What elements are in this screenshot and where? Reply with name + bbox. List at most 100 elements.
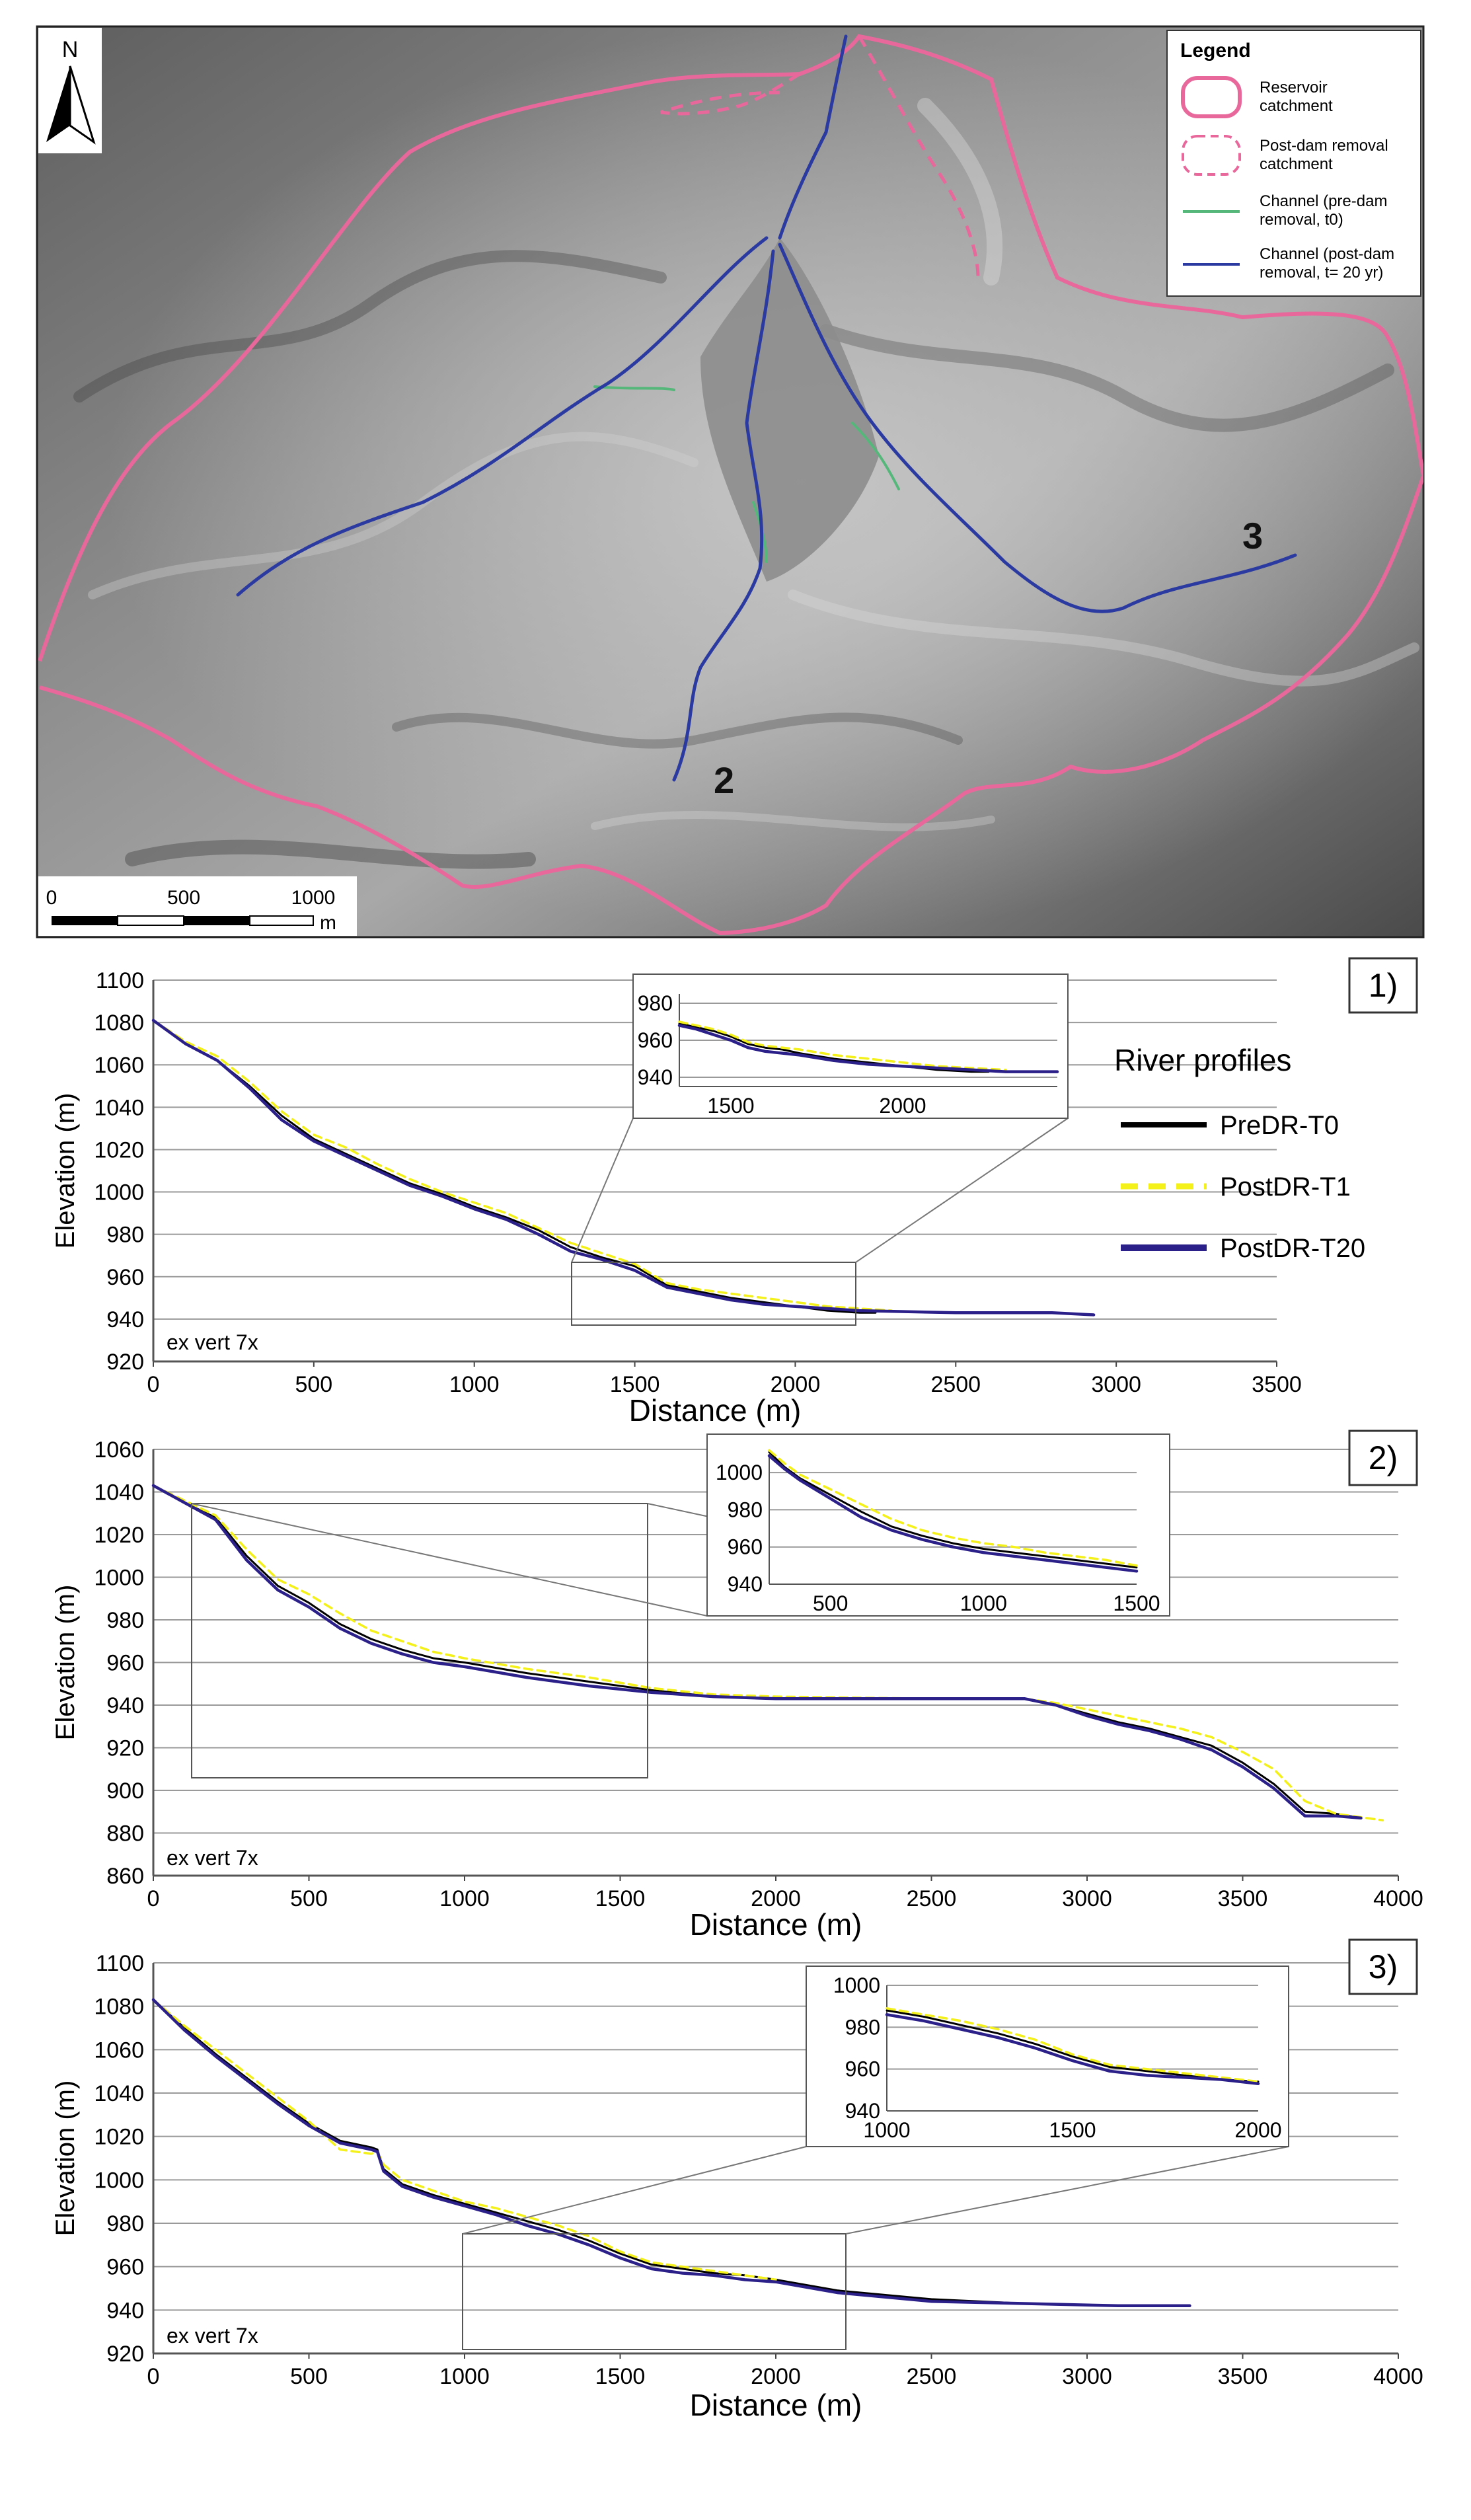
- x-tick-label: 4000: [1373, 1886, 1423, 1911]
- y-tick-label: 1100: [96, 1951, 144, 1976]
- inset-y-tick-label: 1000: [833, 1973, 880, 1997]
- reservoir-catchment-outline: [38, 34, 1423, 936]
- chart-3-series: [151, 1998, 1191, 2308]
- scale-tick-1000: 1000: [291, 887, 336, 909]
- zoom-region-box: [571, 1262, 856, 1326]
- y-tick-label: 1040: [94, 2081, 144, 2106]
- chart-1-ylabel: Elevation (m): [51, 1093, 80, 1249]
- post-dam-catchment-swatch: [1182, 135, 1241, 176]
- chart-1-tick-labels: 920 940 960 980 1000 1020 1040 1060 1080 1100 0 500…: [94, 968, 1301, 1397]
- scale-tick-0: 0: [46, 887, 57, 909]
- y-tick-label: 880: [106, 1821, 144, 1847]
- main-stem-line: [778, 34, 848, 240]
- x-tick-label: 1500: [595, 1886, 646, 1911]
- x-tick-label: 3000: [1091, 1372, 1141, 1397]
- reservoir-area: [700, 238, 879, 582]
- chart-1-series-postdr-t1: [152, 1019, 893, 1312]
- y-tick-label: 960: [106, 1265, 144, 1290]
- y-tick-label: 960: [106, 1651, 144, 1676]
- chart-1-inset-series-postdr-t20: [677, 1024, 1059, 1073]
- zoom-connector-line: [571, 1118, 634, 1263]
- inset-y-tick-label: 940: [638, 1065, 673, 1089]
- map-legend: Legend Reservoir catchment Post-dam remo…: [1166, 30, 1421, 297]
- chart-3-inset: 940 960 980 1000 1000 1500 2000: [462, 1966, 1289, 2350]
- chart-1-xlabel: Distance (m): [629, 1393, 802, 1428]
- legend-label-predr-t0: PreDR-T0: [1220, 1111, 1339, 1140]
- legend-item-pre-dam-channel: Channel (pre-dam removal, t0): [1260, 192, 1392, 229]
- x-tick-label: 3000: [1062, 1886, 1112, 1911]
- chart-3-annotation: ex vert 7x: [167, 2324, 258, 2348]
- x-tick-label: 2500: [930, 1372, 981, 1397]
- x-tick-label: 500: [290, 1886, 328, 1911]
- river-profiles-legend: River profiles PreDR-T0 PostDR-T1 PostDR…: [1114, 1043, 1365, 1263]
- chart-3-series-predr-t0: [152, 1999, 1191, 2307]
- zoom-connector-line: [191, 1503, 708, 1617]
- y-tick-label: 980: [106, 1608, 144, 1633]
- legend-item-post-dam-catchment: Post-dam removal catchment: [1260, 137, 1392, 173]
- chart-2-xlabel: Distance (m): [690, 1907, 862, 1942]
- chart-2-inset: 940 960 980 1000 500 1000 1500: [191, 1433, 1170, 1778]
- y-tick-label: 920: [106, 2342, 144, 2367]
- inset-x-tick-label: 1000: [960, 1591, 1007, 1615]
- channel-label-2: 2: [714, 759, 734, 801]
- x-tick-label: 2500: [907, 2364, 957, 2389]
- chart-1-series-postdr-t20: [151, 1018, 1096, 1317]
- y-tick-label: 920: [106, 1736, 144, 1761]
- chart-2-inset-series-postdr-t1: [768, 1449, 1138, 1567]
- y-tick-label: 1080: [94, 1011, 144, 1036]
- chart-2-tick-labels: 860 880 900 920 940 960 980 1000 1020 1040 1060 0 50…: [94, 1437, 1423, 1911]
- inset-y-tick-label: 960: [638, 1028, 673, 1052]
- y-tick-label: 1020: [94, 1523, 144, 1548]
- inset-y-tick-label: 980: [845, 2015, 880, 2039]
- channel-3-line: [778, 243, 1297, 613]
- north-label: N: [62, 37, 79, 62]
- chart-2-axes: [152, 1449, 1399, 1881]
- inset-x-tick-label: 1500: [1049, 2118, 1096, 2142]
- post-dam-removal-catchment-outline: [660, 35, 980, 278]
- inset-x-tick-label: 1000: [863, 2118, 910, 2142]
- zoom-connector-line: [855, 1118, 1069, 1263]
- x-tick-label: 1000: [449, 1372, 500, 1397]
- chart-3-xlabel: Distance (m): [690, 2388, 862, 2422]
- x-tick-label: 2000: [751, 1886, 801, 1911]
- scale-bar: 0 500 1000 m: [38, 876, 357, 936]
- chart-1-panel-label: 1): [1369, 967, 1398, 1004]
- chart-3-axes: [152, 1963, 1399, 2359]
- north-arrow-icon: N: [38, 28, 102, 153]
- chart-3-panel-label: 3): [1369, 1948, 1398, 1985]
- chart-1-inset-series-postdr-t1: [678, 1020, 1007, 1071]
- x-tick-label: 2000: [751, 2364, 801, 2389]
- scale-unit: m: [320, 912, 336, 934]
- chart-3-tick-labels: 920 940 960 980 1000 1020 1040 1060 1080 1100 0 500…: [94, 1951, 1423, 2389]
- zoom-region-box: [191, 1503, 648, 1778]
- x-tick-label: 3500: [1252, 1372, 1302, 1397]
- inset-x-tick-label: 2000: [1234, 2118, 1281, 2142]
- inset-x-tick-label: 500: [813, 1591, 848, 1615]
- zoom-region-box: [462, 2233, 847, 2350]
- y-tick-label: 940: [106, 2298, 144, 2323]
- chart-3-panel-label-box: [1348, 1938, 1418, 1995]
- profile-chart-2: 860 880 900 920 940 960 980 1000 1020 1040 1060 0 50…: [51, 1430, 1423, 1942]
- x-tick-label: 3500: [1218, 1886, 1268, 1911]
- x-tick-label: 500: [290, 2364, 328, 2389]
- chart-2-series-postdr-t20: [151, 1484, 1363, 1820]
- zoom-connector-line: [462, 2146, 807, 2234]
- chart-2-annotation: ex vert 7x: [167, 1846, 258, 1870]
- chart-1-inset: 940 960 980 1500 2000: [571, 974, 1069, 1326]
- x-tick-label: 2000: [771, 1372, 821, 1397]
- legend-label-postdr-t1: PostDR-T1: [1220, 1172, 1351, 1202]
- y-tick-label: 1040: [94, 1480, 144, 1506]
- x-tick-label: 1000: [439, 1886, 490, 1911]
- legend-label-postdr-t20: PostDR-T20: [1220, 1234, 1365, 1263]
- y-tick-label: 960: [106, 2255, 144, 2280]
- chart-2-ylabel: Elevation (m): [51, 1585, 80, 1741]
- x-tick-label: 2500: [907, 1886, 957, 1911]
- chart-2-inset-series-postdr-t20: [767, 1454, 1139, 1573]
- y-tick-label: 860: [106, 1864, 144, 1889]
- channel-network: [236, 34, 1297, 782]
- inset-x-tick-label: 2000: [879, 1094, 926, 1118]
- chart-3-series-postdr-t1: [152, 1999, 777, 2281]
- y-tick-label: 1000: [94, 1566, 144, 1591]
- x-tick-label: 1000: [439, 2364, 490, 2389]
- x-tick-label: 0: [147, 1372, 160, 1397]
